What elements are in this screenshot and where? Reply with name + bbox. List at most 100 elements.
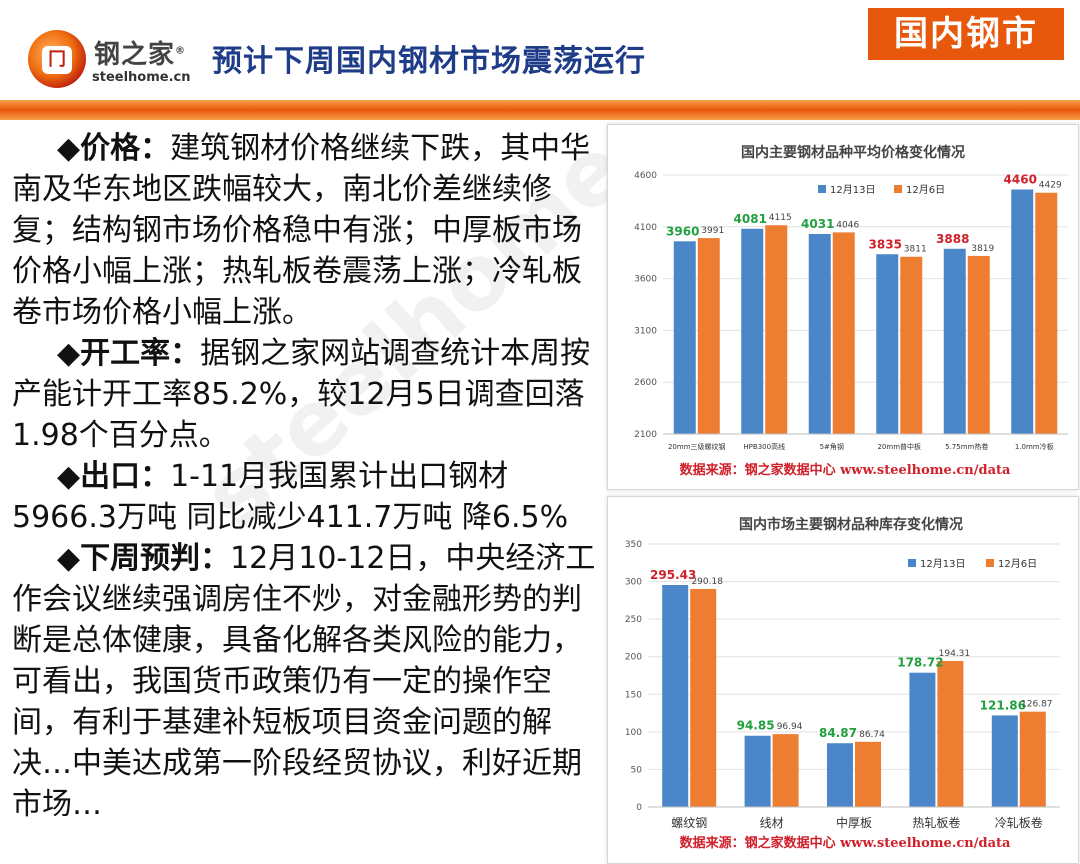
data-label-series-a: 295.43	[650, 568, 696, 582]
category-label: 5#角钢	[820, 442, 844, 451]
header-divider-bar	[0, 100, 1080, 120]
data-label-series-b: 4046	[836, 220, 859, 230]
legend-swatch	[908, 559, 916, 567]
y-tick-label: 2100	[634, 430, 657, 440]
inventory-chart-svg: 国内市场主要钢材品种库存变化情况 0 50 100 150 200 250 300 350 12月…	[625, 516, 1060, 851]
data-label-series-a: 4081	[734, 212, 767, 226]
data-label-series-b: 126.87	[1021, 700, 1053, 710]
category-label: 20mm三级螺纹钢	[668, 442, 726, 451]
bullet-icon: ◆	[57, 131, 81, 166]
data-label-series-a: 121.86	[980, 698, 1026, 712]
data-label-series-b: 86.74	[859, 730, 885, 740]
legend-label: 12月6日	[906, 184, 945, 196]
category-label: 20mm普中板	[877, 442, 921, 451]
data-label-series-b: 3811	[904, 245, 927, 255]
category-label: 线材	[760, 816, 784, 830]
paragraph-export: ◆出口：1-11月我国累计出口钢材5966.3万吨 同比减少411.7万吨 降6…	[12, 456, 604, 538]
bar-series-a	[673, 241, 696, 434]
bar-series-a	[1011, 189, 1034, 434]
bar-series-b	[855, 741, 881, 807]
paragraph-operating-rate: ◆开工率：据钢之家网站调查统计本周按产能计开工率85.2%，较12月5日调查回落…	[12, 333, 604, 456]
paragraph-key: 价格：	[80, 131, 171, 166]
bar-series-b	[832, 232, 855, 434]
logo-domain: steelhome.cn	[92, 70, 191, 85]
category-label: 螺纹钢	[671, 816, 707, 830]
data-label-series-a: 3960	[666, 224, 699, 238]
legend-label: 12月13日	[920, 558, 965, 570]
y-tick-label: 350	[625, 540, 642, 550]
bar-series-b	[1019, 711, 1046, 807]
data-label-series-a: 3835	[869, 237, 902, 251]
y-tick-label: 200	[625, 653, 642, 663]
bar-series-b	[1035, 192, 1058, 434]
logo-emblem-icon: 冂	[42, 46, 72, 74]
data-label-series-a: 84.87	[819, 726, 857, 740]
paragraph-price: ◆价格：建筑钢材价格继续下跌，其中华南及华东地区跌幅较大，南北价差继续修复；结构…	[12, 128, 604, 333]
bar-series-a	[991, 715, 1018, 807]
page-title: 预计下周国内钢材市场震荡运行	[212, 44, 646, 79]
category-label: HPB300高线	[743, 442, 785, 451]
y-tick-label: 2600	[634, 378, 657, 388]
bar-series-a	[909, 672, 936, 807]
legend-label: 12月13日	[830, 184, 875, 196]
inventory-chart: 国内市场主要钢材品种库存变化情况 0 50 100 150 200 250 300 350 12月…	[607, 496, 1079, 864]
bar-series-b	[690, 588, 717, 807]
paragraph-text: 12月10-12日，中央经济工作会议继续强调房住不炒，对金融形势的判断是总体健康…	[12, 541, 596, 822]
bullet-icon: ◆	[57, 459, 81, 494]
paragraph-key: 下周预判：	[80, 541, 231, 576]
section-tag: 国内钢市	[868, 8, 1064, 60]
y-tick-label: 150	[625, 690, 642, 700]
data-label-series-b: 194.31	[939, 649, 971, 659]
bar-series-b	[900, 256, 923, 434]
bar-series-b	[772, 734, 799, 807]
data-label-series-a: 94.85	[737, 719, 775, 733]
paragraph-key: 开工率：	[80, 336, 201, 371]
y-tick-label: 100	[625, 728, 642, 738]
paragraph-key: 出口：	[80, 459, 171, 494]
bar-series-b	[697, 238, 720, 434]
data-label-series-a: 3888	[936, 232, 969, 246]
bar-series-a	[876, 254, 899, 434]
bar-series-a	[808, 233, 831, 434]
y-tick-label: 4600	[634, 171, 657, 181]
y-tick-label: 50	[631, 765, 643, 775]
bar-series-a	[827, 743, 853, 807]
paragraph-text: 1-11月我国累计出口钢材5966.3万吨 同比减少411.7万吨 降6.5%	[12, 459, 569, 535]
y-tick-label: 3600	[634, 275, 657, 285]
logo-emblem: 冂	[28, 30, 86, 88]
data-label-series-b: 4115	[769, 213, 792, 223]
body-text: ◆价格：建筑钢材价格继续下跌，其中华南及华东地区跌幅较大，南北价差继续修复；结构…	[12, 128, 604, 825]
bar-series-b	[967, 255, 990, 434]
bar-series-a	[943, 248, 966, 434]
chart-title: 国内市场主要钢材品种库存变化情况	[739, 516, 963, 533]
data-label-series-a: 178.72	[897, 656, 943, 670]
bar-series-a	[741, 228, 764, 434]
chart-title: 国内主要钢材品种平均价格变化情况	[741, 144, 965, 161]
bullet-icon: ◆	[57, 336, 81, 371]
bar-series-b	[765, 225, 788, 434]
price-chart: 国内主要钢材品种平均价格变化情况 2100 2600 3100 3600 4100 4600…	[607, 124, 1079, 490]
paragraph-text: 建筑钢材价格继续下跌，其中华南及华东地区跌幅较大，南北价差继续修复；结构钢市场价…	[12, 131, 591, 330]
legend-label: 12月6日	[998, 558, 1037, 570]
data-label-series-b: 3819	[971, 244, 994, 254]
data-source: 数据来源：钢之家数据中心 www.steelhome.cn/data	[680, 835, 1011, 851]
y-tick-label: 250	[625, 615, 642, 625]
data-label-series-b: 3991	[701, 226, 724, 236]
category-label: 冷轧板卷	[995, 815, 1043, 830]
y-tick-label: 3100	[634, 326, 657, 336]
paragraph-forecast: ◆下周预判：12月10-12日，中央经济工作会议继续强调房住不炒，对金融形势的判…	[12, 538, 604, 825]
header: 冂 钢之家® steelhome.cn 预计下周国内钢材市场震荡运行 国内钢市	[0, 0, 1080, 100]
logo: 冂 钢之家® steelhome.cn	[28, 28, 208, 98]
category-label: 中厚板	[836, 815, 872, 830]
category-label: 5.75mm热卷	[945, 442, 988, 451]
legend-swatch	[986, 559, 994, 567]
legend-swatch	[818, 185, 826, 193]
bullet-icon: ◆	[57, 541, 81, 576]
bar-series-a	[744, 735, 771, 807]
bar-series-b	[937, 660, 964, 807]
y-tick-label: 300	[625, 578, 642, 588]
data-label-series-b: 96.94	[777, 722, 803, 732]
data-label-series-b: 4429	[1039, 181, 1062, 191]
category-label: 热轧板卷	[912, 815, 960, 830]
data-source: 数据来源：钢之家数据中心 www.steelhome.cn/data	[680, 462, 1011, 478]
